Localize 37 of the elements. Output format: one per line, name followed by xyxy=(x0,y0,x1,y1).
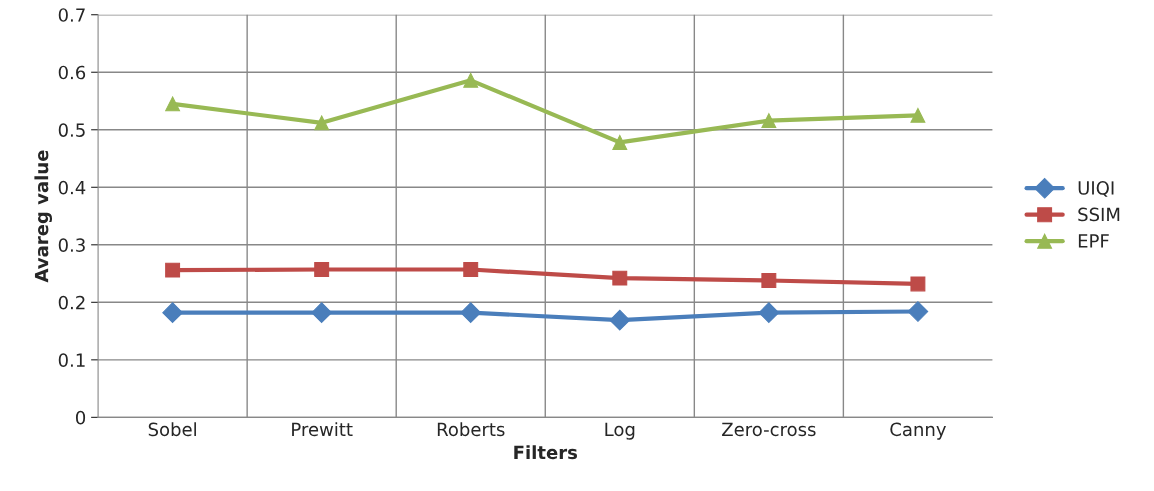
point xyxy=(758,302,780,324)
y-axis-title: Avareg value xyxy=(34,150,53,283)
y-tick-label: 0.7 xyxy=(58,8,85,22)
point xyxy=(910,276,926,292)
y-tick-label: 0.5 xyxy=(58,123,85,137)
x-tick-label: Zero-cross xyxy=(722,422,816,437)
point xyxy=(162,302,183,324)
x-tick-label: Prewitt xyxy=(292,422,353,437)
point xyxy=(761,113,777,129)
point xyxy=(910,107,926,123)
point xyxy=(463,72,479,88)
point xyxy=(761,273,777,288)
y-tick-label: 0.2 xyxy=(58,295,85,310)
y-tick-label: 0 xyxy=(75,410,86,425)
x-tick-label: Roberts xyxy=(437,422,505,437)
point xyxy=(165,262,181,278)
x-tick-label: Sobel xyxy=(148,422,196,437)
point xyxy=(612,134,628,150)
y-tick-label: 0.6 xyxy=(58,65,86,80)
point xyxy=(907,301,929,322)
y-tick-label: 0.4 xyxy=(58,180,86,195)
y-tick-label: 0.1 xyxy=(58,353,85,367)
point xyxy=(612,270,628,286)
legend-label: EPF xyxy=(1078,234,1109,248)
point xyxy=(311,302,333,324)
y-tick-label: 0.3 xyxy=(58,238,85,252)
point xyxy=(314,262,330,277)
point xyxy=(463,262,479,277)
legend-label: SSIM xyxy=(1078,207,1120,222)
legend-label: UIQI xyxy=(1078,181,1114,197)
x-tick-label: Canny xyxy=(890,422,946,440)
point xyxy=(165,96,181,112)
x-axis-title: Filters xyxy=(514,445,578,460)
x-tick-label: Log xyxy=(605,422,635,440)
point xyxy=(314,115,330,131)
point xyxy=(609,309,631,331)
point xyxy=(460,302,482,324)
